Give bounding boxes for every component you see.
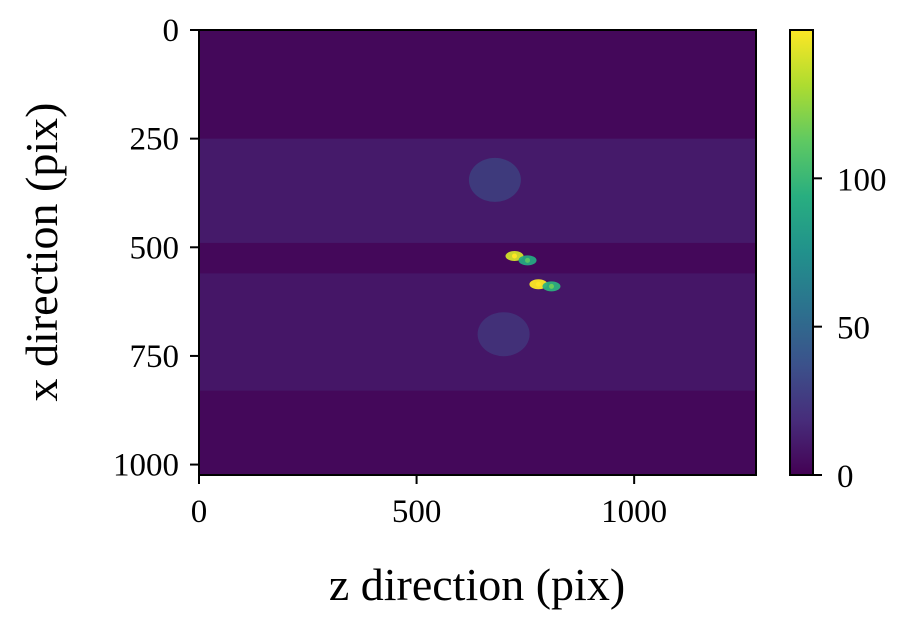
colorbar-tick-label: 50 [837,311,870,347]
y-tick-label: 0 [163,13,180,49]
heatmap-image [199,30,756,475]
y-tick-label: 500 [130,230,180,266]
heatmap-hotspot-core [525,257,531,263]
colorbar-tick-label: 100 [837,162,887,198]
y-tick-label: 1000 [113,448,179,484]
heatmap-band [199,273,756,391]
heatmap-hotspot-core [511,253,517,259]
heatmap-hotspot [477,312,530,357]
x-tick-label: 500 [392,494,442,530]
plot-frame [198,29,757,476]
colorbar-tick-label: 0 [837,459,854,495]
x-axis: 0 500 1000 [191,475,667,530]
x-axis-title: z direction (pix) [329,559,625,610]
colorbar-axis: 0 50 100 [813,162,887,495]
x-tick-label: 1000 [601,494,667,530]
colorbar [789,29,814,476]
heatmap-hotspot [468,157,521,202]
y-axis: 0 250 500 750 1000 [113,13,199,484]
y-axis-title: x direction (pix) [16,103,67,402]
heatmap-background [199,30,756,475]
heatmap-hotspot-core [535,281,541,287]
heatmap-hotspot-core [548,283,554,289]
y-tick-label: 250 [130,122,180,158]
x-tick-label: 0 [191,494,208,530]
y-tick-label: 750 [130,339,180,375]
